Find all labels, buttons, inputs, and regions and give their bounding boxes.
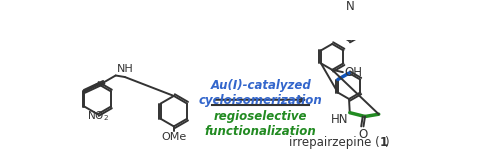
Text: OMe: OMe <box>161 132 186 142</box>
Text: O: O <box>358 128 368 141</box>
Text: 1: 1 <box>380 136 388 149</box>
Text: regioselective
functionalization: regioselective functionalization <box>205 110 316 138</box>
Text: NH: NH <box>116 64 133 74</box>
Text: Au(I)-catalyzed
cycloisomerization: Au(I)-catalyzed cycloisomerization <box>199 79 322 107</box>
Text: ): ) <box>384 136 388 149</box>
Text: OH: OH <box>344 66 362 79</box>
Text: N: N <box>346 0 354 13</box>
Text: HN: HN <box>331 113 348 126</box>
Text: irrepairzepine (: irrepairzepine ( <box>288 136 380 149</box>
Text: NO$_2$: NO$_2$ <box>88 109 110 123</box>
